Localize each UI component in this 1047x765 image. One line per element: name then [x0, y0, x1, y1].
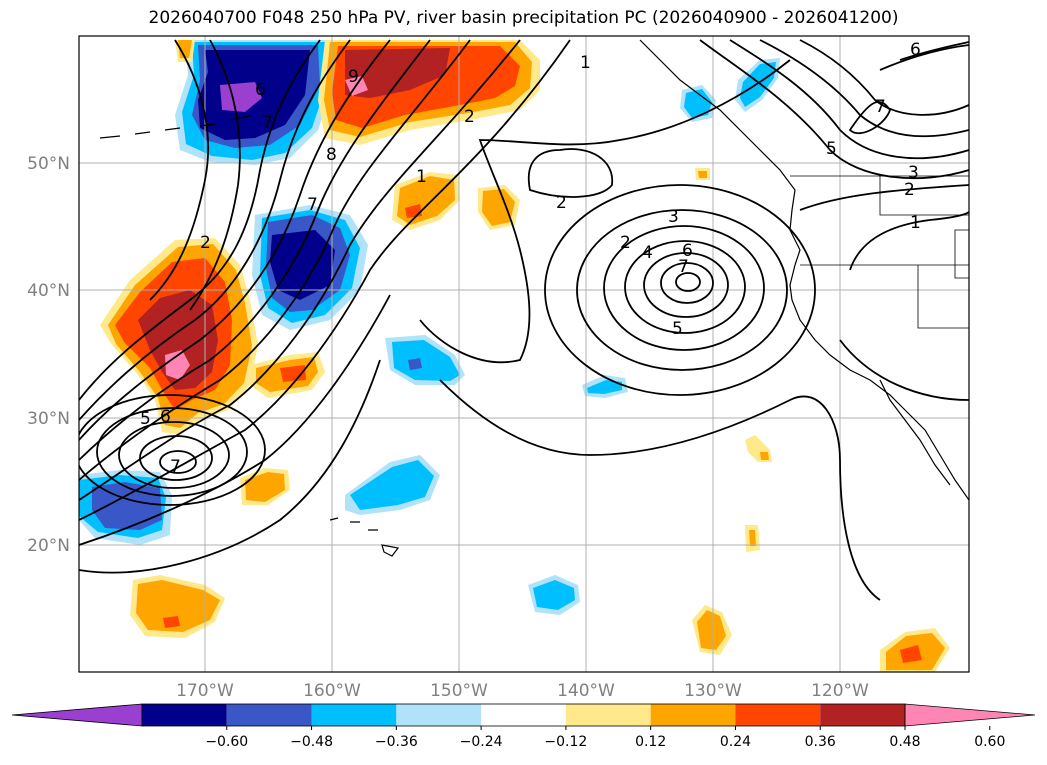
colorbar-ticks: −0.60 −0.48 −0.36 −0.24 −0.12 0.12 0.24 0.36 0.4…: [205, 726, 1005, 750]
colorbar-segment: [565, 704, 651, 726]
contour-label: 2: [200, 233, 211, 253]
lat-label: 30°N: [27, 409, 70, 429]
colorbar-segment: [142, 704, 227, 726]
map-title: 2026040700 F048 250 hPa PV, river basin …: [148, 8, 899, 28]
lat-label: 20°N: [27, 536, 70, 556]
contour-label: 2: [620, 233, 631, 253]
contour-label: 2: [464, 107, 475, 127]
lon-label: 150°W: [430, 681, 488, 701]
contour-label: 5: [672, 319, 683, 339]
lon-label: 170°W: [176, 681, 234, 701]
colorbar: [11, 703, 1036, 727]
contour-label: 3: [908, 163, 919, 183]
colorbar-tick-label: −0.12: [544, 734, 587, 750]
colorbar-segment: [226, 704, 312, 726]
lon-label: 140°W: [557, 681, 615, 701]
contour-label: 9: [348, 67, 359, 87]
colorbar-outline: [141, 703, 906, 727]
contour-label: 7: [875, 97, 886, 117]
contour-label: 2: [904, 180, 915, 200]
lat-label: 40°N: [27, 281, 70, 301]
colorbar-tick-label: 0.60: [974, 734, 1005, 750]
colorbar-tick-label: 0.12: [635, 734, 666, 750]
colorbar-tick-label: −0.48: [290, 734, 333, 750]
lon-label: 160°W: [303, 681, 361, 701]
contour-label: 7: [170, 457, 181, 477]
contour-label: 6: [682, 241, 693, 261]
contour-label: 6: [255, 80, 266, 100]
contour-labels: 1 2 9 8 7 1 2 2 6 7 5 3 2 1 2 3 4 6 7 5 …: [140, 40, 921, 477]
latitude-labels: 50°N 40°N 30°N 20°N: [27, 154, 70, 556]
contour-label: 2: [556, 193, 567, 213]
map-frame: [78, 35, 970, 673]
lon-label: 120°W: [811, 681, 869, 701]
contour-label: 7: [262, 113, 273, 133]
colorbar-segment: [735, 704, 821, 726]
coastlines: [99, 39, 969, 557]
contour-label: 6: [910, 40, 921, 60]
pv-contours: [79, 39, 969, 601]
contour-label: 5: [826, 139, 837, 159]
colorbar-segment: [904, 703, 1036, 727]
contour-label: 1: [416, 167, 427, 187]
contour-label: 5: [140, 409, 151, 429]
colorbar-tick-label: 0.24: [720, 734, 751, 750]
map-gridlines: [79, 36, 969, 672]
lon-label: 130°W: [684, 681, 742, 701]
colorbar-segment: [311, 704, 397, 726]
lat-label: 50°N: [27, 154, 70, 174]
colorbar-tick-label: 0.36: [805, 734, 836, 750]
contour-label: 7: [678, 257, 689, 277]
colorbar-segment: [481, 704, 566, 726]
colorbar-tick-label: −0.24: [460, 734, 503, 750]
contour-label: 3: [668, 207, 679, 227]
contour-label: 8: [326, 145, 337, 165]
colorbar-segment: [396, 704, 482, 726]
colorbar-segment: [11, 703, 143, 727]
contour-label: 7: [307, 195, 318, 215]
colorbar-tick-label: −0.60: [205, 734, 248, 750]
longitude-labels: 170°W 160°W 150°W 140°W 130°W 120°W: [176, 681, 869, 701]
colorbar-tick-label: −0.36: [375, 734, 418, 750]
contour-label: 1: [910, 213, 921, 233]
colorbar-segment: [820, 704, 905, 726]
contour-label: 6: [160, 407, 171, 427]
contour-label: 1: [580, 53, 591, 73]
colorbar-tick-label: 0.48: [889, 734, 920, 750]
contour-label: 4: [642, 243, 653, 263]
colorbar-segment: [650, 704, 736, 726]
